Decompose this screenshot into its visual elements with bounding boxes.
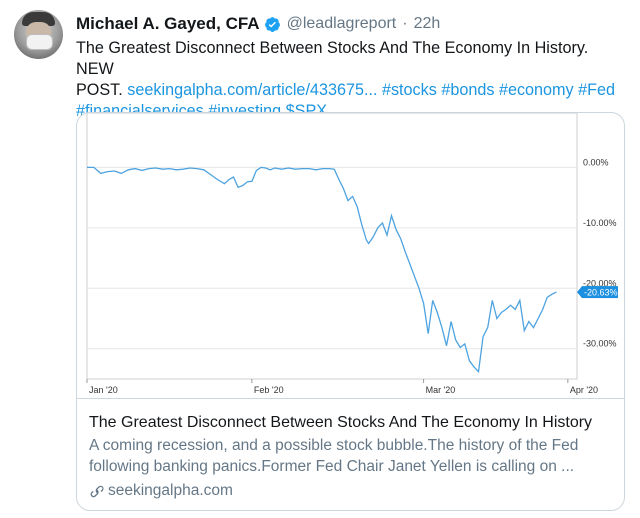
verified-badge-icon <box>264 16 280 32</box>
author-avatar[interactable] <box>14 10 63 59</box>
hashtag-link[interactable]: #stocks <box>381 81 437 99</box>
x-tick-label: Feb '20 <box>254 385 284 395</box>
tweet-text-segment: POST. <box>76 81 128 99</box>
author-name[interactable]: Michael A. Gayed, CFA <box>76 14 260 33</box>
link-card[interactable]: 0.00% -10.00% -20.00% -30.00% Jan '20 Feb '20… <box>76 112 625 511</box>
last-value-badge <box>582 286 618 299</box>
card-image-chart: 0.00% -10.00% -20.00% -30.00% Jan '20 Feb '20… <box>77 113 624 399</box>
link-icon <box>90 485 104 498</box>
tweet-header: Michael A. Gayed, CFA @leadlagreport · 2… <box>76 14 440 34</box>
x-tick-label: Jan '20 <box>89 385 118 395</box>
last-value-label: -20.63% <box>584 288 618 298</box>
article-link[interactable]: seekingalpha.com/article/433675... <box>127 81 378 99</box>
hashtag-link[interactable]: #economy <box>498 81 574 99</box>
header-separator: · <box>402 15 408 32</box>
series-line <box>87 166 557 374</box>
tweet-text-line: The Greatest Disconnect Between Stocks A… <box>76 38 626 80</box>
avatar-mask <box>26 34 53 50</box>
y-tick-label: 0.00% <box>583 157 609 167</box>
tweet-time[interactable]: 22h <box>413 15 441 32</box>
card-description: A coming recession, and a possible stock… <box>89 437 579 475</box>
hashtag-link[interactable]: #Fed <box>578 81 616 99</box>
tweet-text-segment: The Greatest Disconnect Between Stocks A… <box>76 39 589 78</box>
tweet-text: The Greatest Disconnect Between Stocks A… <box>76 38 626 122</box>
tweet-text-line: POST. seekingalpha.com/article/433675...… <box>76 80 626 101</box>
y-tick-label: -30.00% <box>583 339 617 349</box>
y-tick-label: -20.00% <box>583 278 617 288</box>
x-tick-label: Apr '20 <box>570 385 598 395</box>
card-domain: seekingalpha.com <box>89 482 233 500</box>
y-tick-label: -10.00% <box>583 218 617 228</box>
card-domain-text: seekingalpha.com <box>108 482 233 499</box>
hashtag-link[interactable]: #bonds <box>441 81 495 99</box>
chart-svg: 0.00% -10.00% -20.00% -30.00% Jan '20 Feb '20… <box>86 113 618 395</box>
last-value-pointer <box>577 286 582 299</box>
plot-frame <box>86 113 578 380</box>
x-tick-label: Mar '20 <box>426 385 456 395</box>
author-handle[interactable]: @leadlagreport <box>286 15 397 32</box>
card-title: The Greatest Disconnect Between Stocks A… <box>89 414 593 431</box>
